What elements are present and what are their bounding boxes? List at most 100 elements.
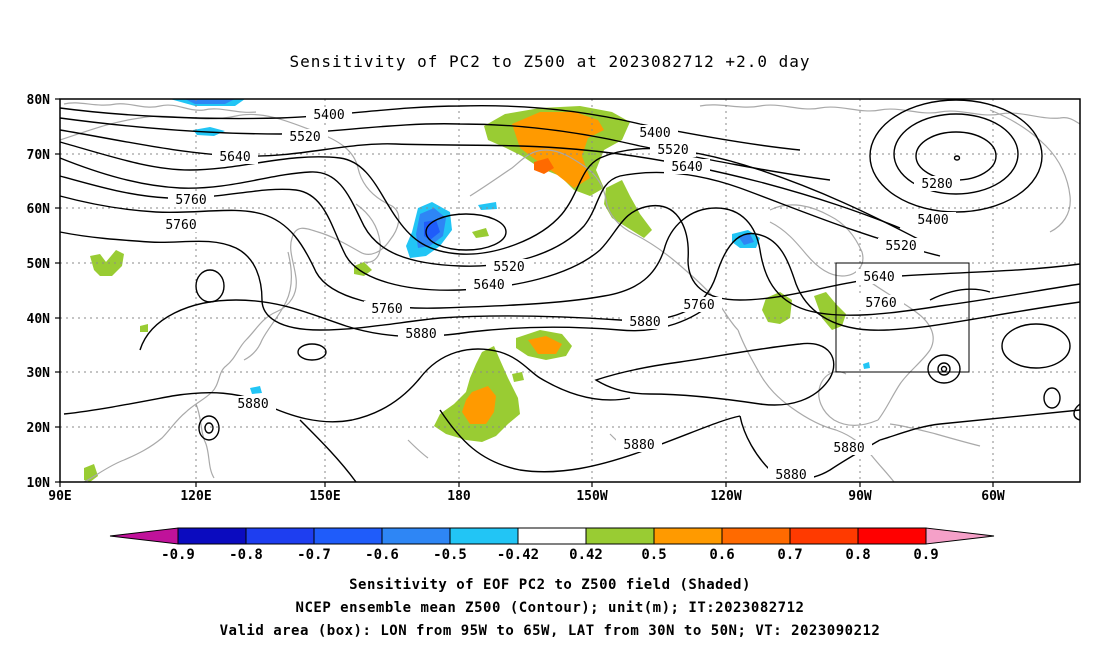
contour-label: 5760 xyxy=(683,298,714,313)
map-panel: 5400 5520 5640 5760 5760 5400 5520 5640 … xyxy=(55,98,1081,487)
coastline-arctic-asia xyxy=(63,102,257,113)
contour-closed-high xyxy=(204,422,214,434)
contour-closed-high xyxy=(195,269,225,303)
positive-sensitivity-area xyxy=(354,262,372,276)
colorbar-tick-label: -0.9 xyxy=(161,547,195,563)
contour-label: 5880 xyxy=(775,468,806,483)
colorbar-swatch xyxy=(857,527,927,545)
contour-label: 5520 xyxy=(289,130,320,145)
contour-closed-high xyxy=(1001,323,1071,369)
contour-line xyxy=(299,419,357,483)
colorbar-tick-label: -0.6 xyxy=(365,547,399,563)
colorbar-tick-label: 0.9 xyxy=(913,547,938,563)
coastline-kamchatka xyxy=(355,203,381,263)
lon-tick-label: 150E xyxy=(309,489,340,504)
coastline-na-west xyxy=(737,329,895,483)
contour-label: 5760 xyxy=(865,296,896,311)
contour-label: 5520 xyxy=(657,143,688,158)
contour-label: 5400 xyxy=(639,126,670,141)
negative-sensitivity-area xyxy=(863,362,870,369)
colorbar-swatch xyxy=(381,527,451,545)
lat-tick-label: 60N xyxy=(27,202,51,217)
longitude-axis: 90E 120E 150E 180 150W 120W 90W 60W xyxy=(48,489,1005,504)
lon-tick-label: 120E xyxy=(180,489,211,504)
caption-line-1: Sensitivity of EOF PC2 to Z500 field (Sh… xyxy=(349,577,751,593)
colorbar-tick-label: 0.8 xyxy=(845,547,870,563)
contour-label: 5880 xyxy=(833,441,864,456)
contour-line xyxy=(59,117,831,181)
contour-line xyxy=(59,175,1081,301)
contour-label: 5640 xyxy=(219,150,250,165)
contour-line xyxy=(59,157,941,267)
contour-line xyxy=(1073,403,1081,421)
coastline-philippines xyxy=(195,403,215,479)
colorbar-swatch xyxy=(789,527,859,545)
contour-closed-low xyxy=(953,155,961,161)
contour-label: 5400 xyxy=(917,213,948,228)
positive-sensitivity-area xyxy=(512,112,604,188)
axis-ticks xyxy=(55,98,994,487)
positive-sensitivity-area xyxy=(814,292,846,330)
positive-sensitivity-area xyxy=(140,324,148,332)
contour-label: 5880 xyxy=(629,315,660,330)
coastline-gulf xyxy=(818,371,879,426)
colorbar-tick-label: -0.5 xyxy=(433,547,467,563)
contour-line xyxy=(594,342,835,406)
positive-sensitivity-area xyxy=(472,228,489,238)
colorbar-tick-label: 0.7 xyxy=(777,547,802,563)
coastline-japan xyxy=(243,251,293,361)
contour-line xyxy=(59,141,921,255)
contour-closed-high xyxy=(937,362,951,376)
colorbar-swatch xyxy=(177,527,247,545)
lat-tick-label: 20N xyxy=(27,421,51,436)
colorbar-tick-label: 0.42 xyxy=(569,547,603,563)
positive-sensitivity-area xyxy=(534,158,554,174)
map-frame xyxy=(59,98,1081,483)
lon-tick-label: 120W xyxy=(710,489,741,504)
contour-line xyxy=(439,409,741,473)
contour-line xyxy=(929,288,991,301)
positive-sensitivity-area xyxy=(528,336,562,354)
colorbar-tick-label: -0.42 xyxy=(497,547,539,563)
lat-tick-label: 30N xyxy=(27,366,51,381)
lon-tick-label: 180 xyxy=(447,489,471,504)
lon-tick-label: 150W xyxy=(576,489,607,504)
valid-area-box xyxy=(835,262,970,373)
contour-label: 5880 xyxy=(623,438,654,453)
contour-label: 5280 xyxy=(921,177,952,192)
contour-label: 5520 xyxy=(493,260,524,275)
contour-labels: 5400 5520 5640 5760 5760 5400 5520 5640 … xyxy=(158,107,960,483)
contour-line xyxy=(63,348,631,423)
contour-label: 5640 xyxy=(473,278,504,293)
positive-sensitivity-area xyxy=(512,372,524,382)
colorbar-swatch xyxy=(517,527,587,545)
lat-tick-label: 10N xyxy=(27,476,51,491)
latitude-axis: 80N 70N 60N 50N 40N 30N 20N 10N xyxy=(27,93,51,491)
lon-tick-label: 90W xyxy=(848,489,872,504)
positive-sensitivity-area xyxy=(84,464,98,482)
caption-line-3: Valid area (box): LON from 95W to 65W, L… xyxy=(220,623,881,639)
coastline-arctic-na xyxy=(699,104,1081,125)
negative-sensitivity-area xyxy=(250,386,262,394)
positive-sensitivity-area xyxy=(604,180,652,238)
contour-label: 5760 xyxy=(175,193,206,208)
colorbar-over-triangle xyxy=(925,527,995,545)
colorbar-swatch xyxy=(313,527,383,545)
contour-closed-low xyxy=(893,113,1019,195)
contour-label: 5400 xyxy=(313,108,344,123)
coastline-alaska xyxy=(469,149,739,331)
coastlines xyxy=(59,102,1081,483)
lat-tick-label: 70N xyxy=(27,148,51,163)
colorbar-tick-label: -0.8 xyxy=(229,547,263,563)
figure-title: Sensitivity of PC2 to Z500 at 2023082712… xyxy=(289,52,810,71)
colorbar-swatch xyxy=(721,527,791,545)
contour-closed-high xyxy=(927,354,961,384)
contour-label: 5760 xyxy=(371,302,402,317)
contour-closed-high xyxy=(297,343,327,361)
positive-sensitivity-area xyxy=(90,250,124,276)
lat-tick-label: 50N xyxy=(27,257,51,272)
positive-sensitivity-area xyxy=(462,386,496,424)
contour-line xyxy=(59,105,801,151)
contour-closed-high xyxy=(198,415,220,441)
